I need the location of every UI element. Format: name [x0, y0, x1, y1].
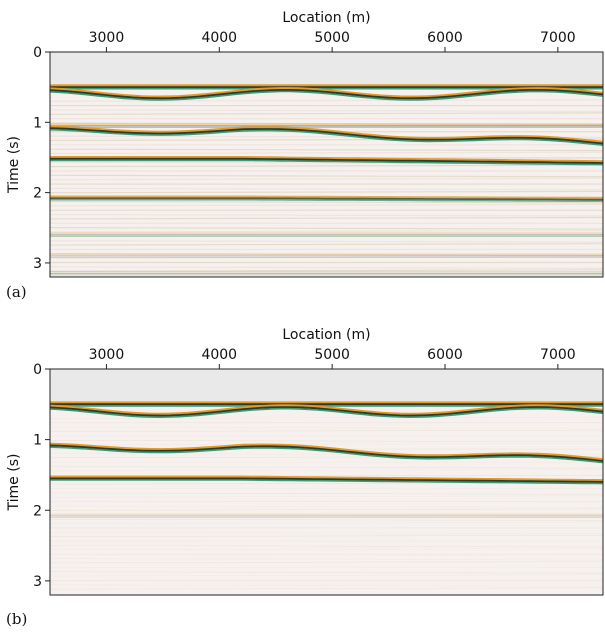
reflector [49, 128, 604, 146]
texture [49, 112, 604, 115]
x-tick-label: 7000 [540, 347, 576, 363]
reflector [50, 156, 604, 163]
texture [49, 534, 604, 537]
reflector [49, 90, 604, 101]
reflector [50, 159, 604, 166]
reflector [49, 127, 604, 145]
water-layer [50, 369, 603, 403]
texture [49, 571, 604, 574]
texture [49, 416, 604, 419]
texture [49, 213, 604, 217]
texture [49, 216, 604, 220]
texture [49, 548, 604, 551]
texture [49, 508, 604, 511]
y-axis-label: Time (s) [6, 454, 22, 512]
texture [49, 587, 604, 590]
texture [49, 240, 604, 243]
texture [49, 518, 604, 521]
y-tick-label: 2 [33, 186, 42, 202]
reflector [50, 477, 604, 483]
texture [49, 200, 604, 204]
reflector [49, 407, 604, 419]
reflector [50, 197, 604, 201]
texture [49, 495, 604, 498]
y-axis-label: Time (s) [6, 136, 22, 194]
y-tick-label: 3 [33, 574, 42, 590]
y-tick-label: 1 [33, 433, 42, 449]
texture [49, 469, 604, 472]
texture [49, 164, 604, 168]
texture [49, 266, 604, 269]
reflector [50, 199, 603, 202]
reflector [49, 404, 604, 415]
texture [49, 269, 604, 272]
texture [49, 109, 604, 112]
texture [49, 561, 604, 564]
texture [49, 429, 604, 432]
y-tick-label: 2 [33, 503, 42, 519]
reflector [49, 442, 604, 461]
y-tick-label: 0 [33, 45, 42, 61]
texture [49, 492, 604, 495]
texture [49, 256, 604, 259]
reflector [50, 475, 604, 482]
reflector [49, 406, 604, 417]
texture [49, 545, 604, 548]
texture [49, 229, 604, 233]
texture [49, 521, 604, 524]
texture [49, 174, 604, 178]
texture [49, 148, 604, 152]
texture [49, 122, 604, 126]
texture [49, 243, 604, 246]
reflector [50, 195, 603, 199]
reflector [50, 157, 604, 165]
reflector [49, 444, 604, 463]
texture [49, 227, 604, 230]
texture [49, 253, 604, 256]
plot-frame [49, 51, 604, 278]
x-tick-label: 5000 [314, 30, 350, 46]
texture [49, 584, 604, 587]
y-tick-label: 1 [33, 115, 42, 131]
texture [49, 558, 604, 561]
texture [49, 505, 604, 508]
texture [49, 426, 604, 429]
panel-label: (b) [6, 610, 27, 628]
plot-frame [49, 368, 604, 596]
texture [49, 151, 604, 155]
reflector [49, 87, 604, 98]
x-axis-label: Location (m) [282, 10, 370, 26]
x-axis-label: Location (m) [282, 327, 370, 343]
x-tick-label: 7000 [540, 30, 576, 46]
x-tick-label: 5000 [314, 347, 350, 363]
x-tick-label: 3000 [89, 30, 125, 46]
x-tick-label: 6000 [427, 347, 463, 363]
x-tick-label: 4000 [201, 347, 237, 363]
x-tick-label: 4000 [201, 30, 237, 46]
reflector [49, 446, 604, 464]
reflector [49, 125, 604, 143]
y-tick-label: 3 [33, 256, 42, 272]
texture [49, 99, 604, 102]
y-tick-label: 0 [33, 362, 42, 378]
water-layer [50, 52, 603, 86]
texture [49, 190, 604, 194]
x-tick-label: 6000 [427, 30, 463, 46]
texture [49, 531, 604, 534]
texture [49, 177, 604, 181]
texture [49, 442, 604, 446]
texture [49, 203, 604, 207]
x-tick-label: 3000 [89, 347, 125, 363]
texture [49, 440, 604, 443]
reflector [49, 89, 604, 100]
panel-label: (a) [6, 283, 27, 301]
texture [49, 125, 604, 128]
texture [49, 187, 604, 191]
texture [49, 574, 604, 577]
reflector [50, 479, 604, 485]
texture [49, 466, 604, 469]
